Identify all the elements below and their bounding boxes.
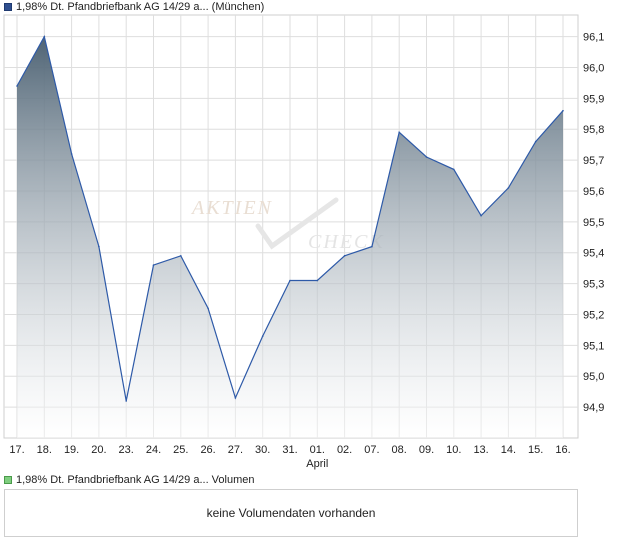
price-area [17, 36, 563, 438]
y-tick-label: 95,1 [583, 340, 604, 352]
price-point [425, 156, 428, 158]
price-point [180, 255, 182, 257]
y-tick-label: 94,9 [583, 402, 604, 414]
watermark-text-bottom: CHECK [308, 231, 385, 253]
x-tick-label: 24. [146, 444, 161, 456]
price-point [70, 153, 73, 155]
price-point [343, 255, 346, 257]
price-point [534, 140, 537, 143]
volume-panel: keine Volumendaten vorhanden [4, 489, 578, 537]
price-point [453, 168, 455, 171]
x-tick-label: 07. [364, 444, 379, 456]
price-point [289, 279, 291, 282]
y-tick-label: 95,4 [583, 248, 604, 260]
volume-empty-message: keine Volumendaten vorhanden [206, 506, 376, 520]
x-tick-label: 08. [392, 444, 407, 456]
price-point [371, 245, 373, 248]
x-tick-label: 02. [337, 444, 352, 456]
y-tick-label: 95,5 [583, 217, 604, 229]
price-legend-swatch [4, 3, 12, 11]
price-legend-label: 1,98% Dt. Pfandbriefbank AG 14/29 a... (… [16, 1, 265, 13]
price-point [125, 400, 127, 402]
axis-layer: 94,9 95,0 95,1 95,2 95,3 95,4 95,5 95,6 95,7 95,8… [9, 32, 604, 470]
y-tick-label: 95,7 [583, 155, 604, 167]
x-tick-label: 14. [501, 444, 516, 456]
price-point [562, 109, 564, 112]
volume-legend-label: 1,98% Dt. Pfandbriefbank AG 14/29 a... V… [16, 474, 255, 486]
series-layer [16, 34, 564, 438]
price-point [507, 187, 510, 189]
volume-legend: 1,98% Dt. Pfandbriefbank AG 14/29 a... V… [4, 473, 255, 487]
x-tick-label: 31. [282, 444, 297, 456]
volume-legend-swatch [4, 476, 12, 484]
watermark-check-icon [255, 197, 339, 250]
y-tick-label: 96,0 [583, 62, 604, 74]
x-tick-label: 01. [310, 444, 325, 456]
x-tick-label: 13. [473, 444, 488, 456]
y-tick-label: 95,3 [583, 279, 604, 291]
x-tick-label: 19. [64, 444, 79, 456]
price-point [43, 35, 46, 38]
x-tick-label: 27. [228, 444, 243, 456]
price-point [207, 307, 209, 310]
price-chart: AKTIEN CHECK 94,9 95,0 95,1 95,2 95,3 95,4 95,… [3, 14, 604, 470]
price-point [16, 85, 18, 87]
watermark-text-top: AKTIEN [190, 197, 273, 219]
x-tick-label: 09. [419, 444, 434, 456]
y-tick-label: 96,1 [583, 32, 604, 44]
x-tick-label: 17. [9, 444, 24, 456]
x-tick-label: 23. [119, 444, 134, 456]
y-tick-label: 95,9 [583, 93, 604, 105]
x-tick-label: 15. [528, 444, 543, 456]
price-legend: 1,98% Dt. Pfandbriefbank AG 14/29 a... (… [4, 0, 264, 14]
x-tick-label: 18. [37, 444, 52, 456]
x-tick-label: 30. [255, 444, 270, 456]
price-point [316, 279, 319, 282]
x-month-label: April [306, 458, 328, 470]
y-tick-label: 95,2 [583, 309, 604, 321]
x-tick-label: 16. [555, 444, 570, 456]
y-tick-label: 95,6 [583, 186, 604, 198]
price-point [152, 264, 155, 266]
x-tick-label: 25. [173, 444, 188, 456]
watermark: AKTIEN CHECK [190, 197, 385, 253]
x-tick-label: 20. [91, 444, 106, 456]
price-point [98, 245, 100, 248]
price-point [480, 214, 482, 217]
price-point [234, 397, 237, 399]
x-tick-label: 10. [446, 444, 461, 456]
price-point [261, 335, 264, 337]
y-tick-label: 95,8 [583, 124, 604, 136]
y-tick-label: 95,0 [583, 371, 604, 383]
x-tick-label: 26. [200, 444, 215, 456]
price-point [398, 131, 401, 134]
